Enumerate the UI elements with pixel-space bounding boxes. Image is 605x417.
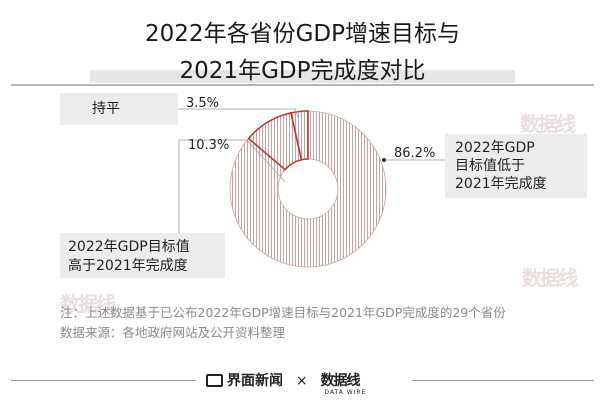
pct-high: 10.3% [188, 138, 230, 153]
label-low: 2022年GDP 目标值低于 2021年完成度 [445, 134, 587, 198]
label-low-line1: 2022年GDP [455, 140, 535, 156]
watermark-logo-bottom: 数据线 [522, 266, 578, 290]
brand-separator: × [295, 373, 308, 389]
label-low-line3: 2021年完成度 [455, 176, 547, 192]
pct-low: 86.2% [394, 146, 436, 161]
slice-chiping [290, 110, 309, 161]
watermark-logo-top: 数据线 [520, 112, 576, 136]
title-divider [11, 84, 594, 86]
leader-line-high [179, 139, 286, 183]
footnote: 注：上述数据基于已公布2022年GDP增速目标与2021年GDP完成度的29个省… [60, 305, 506, 320]
partner-subtitle: DATA WIRE [324, 389, 367, 396]
chart-title-line1: 2022年各省份GDP增速目标与 [145, 21, 460, 47]
label-high-line1: 2022年GDP目标值 [68, 239, 190, 255]
chart-title-line2: 2021年GDP完成度对比 [179, 58, 426, 84]
pct-chiping: 3.5% [186, 96, 220, 111]
jiemian-logo-icon [206, 374, 223, 387]
partner-name: 数据线 [320, 373, 360, 389]
footer-rule-right [412, 380, 594, 381]
label-high: 2022年GDP目标值 高于2021年完成度 [60, 233, 225, 278]
label-high-line2: 高于2021年完成度 [68, 258, 188, 274]
watermark-logo-left: 数据线 [60, 292, 116, 316]
brand-name: 界面新闻 [227, 373, 283, 389]
slice-low [229, 110, 387, 268]
data-source: 数据来源：各地政府网站及公开资料整理 [60, 325, 286, 340]
leader-line-chiping [178, 108, 299, 118]
label-low-line2: 目标值低于 [455, 158, 525, 174]
label-chiping: 持平 [60, 93, 178, 125]
footer-rule-left [11, 380, 196, 381]
leader-dot-low [382, 158, 386, 162]
footer-brand: 界面新闻 × 数据线 DATA WIRE [206, 370, 366, 396]
